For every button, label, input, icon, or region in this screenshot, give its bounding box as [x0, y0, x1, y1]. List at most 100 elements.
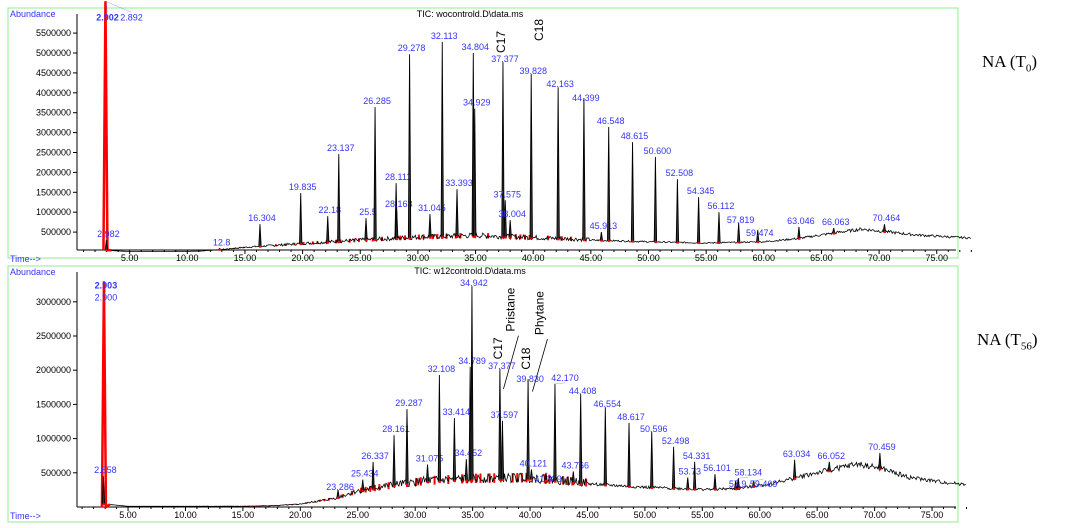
peak-integration-mark [438, 480, 441, 483]
peak-label: 59.474 [746, 228, 774, 238]
x-tick-label: 20.00 [289, 510, 312, 520]
x-tick-label: 70.00 [868, 253, 891, 263]
peak [832, 228, 836, 234]
integration-mark [318, 499, 321, 502]
peak-label: 70.464 [873, 213, 901, 223]
integration-mark [516, 473, 519, 483]
x-tick-label: 55.00 [691, 510, 714, 520]
x-tick-label: 30.00 [404, 510, 427, 520]
peak [373, 107, 377, 241]
side-label-sub: 0 [1025, 62, 1032, 75]
peak-label: 37.575 [493, 189, 521, 199]
x-tick-label: 30.00 [407, 253, 430, 263]
x-tick-label: 70.00 [863, 510, 886, 520]
peak [878, 452, 882, 470]
integration-mark [357, 238, 360, 243]
peak-integration-mark [337, 241, 341, 244]
x-tick-label: 65.00 [810, 253, 833, 263]
solvent-peak [100, 281, 111, 510]
peak-label: 34.804 [462, 42, 490, 52]
peak-integration-mark [372, 488, 375, 491]
x-tick-label: 35.00 [464, 253, 487, 263]
peak-integration-mark [572, 482, 575, 485]
peak-integration-mark [579, 482, 583, 485]
y-tick-label: 3000000 [36, 128, 71, 138]
integration-mark [479, 473, 482, 483]
peak-label: 53.73 [678, 467, 701, 477]
peak [529, 469, 534, 480]
peak [686, 477, 690, 490]
peak-label: 29.287 [395, 398, 423, 408]
integration-mark [350, 490, 353, 496]
peak [464, 459, 468, 481]
peak-label: 37.597 [491, 410, 519, 420]
peak-integration-mark [544, 479, 548, 482]
peak-label: 54.331 [683, 451, 711, 461]
peak-integration-mark [530, 478, 533, 481]
integration-mark [399, 235, 402, 241]
peak-label: 52.508 [666, 168, 694, 178]
side-label-t0: NA (T0) [982, 52, 1037, 74]
peak [455, 189, 459, 238]
peak-label-leader [753, 478, 764, 482]
peak [696, 197, 701, 244]
peak-integration-mark [628, 485, 631, 488]
peak-integration-mark [693, 488, 697, 491]
peak [733, 480, 738, 490]
solvent-peak-label: 2.903 [95, 280, 118, 290]
peak-integration-mark [553, 480, 557, 483]
peak [675, 179, 680, 243]
integration-mark [360, 487, 363, 494]
peak-label: 48.615 [621, 131, 649, 141]
x-tick-label: 5.00 [121, 253, 139, 263]
y-tick-label: 2500000 [36, 148, 71, 158]
peak-label: 43.766 [562, 460, 590, 470]
peak-integration-mark [828, 470, 831, 473]
peak-label: 22.18 [318, 205, 341, 215]
peak [361, 479, 365, 492]
annotation-pristane: Pristane [503, 287, 517, 331]
peak [104, 240, 109, 251]
peak [756, 230, 760, 243]
peak-integration-mark [501, 236, 505, 239]
peak [440, 41, 444, 238]
peak-label: 23.286 [326, 482, 354, 492]
peak-label: 26.337 [361, 451, 389, 461]
annotation-c18: C18 [519, 347, 533, 369]
peak [556, 87, 560, 240]
peak-label: 45.913 [590, 221, 618, 231]
integration-mark [474, 473, 477, 483]
peak [336, 489, 340, 498]
peak-label: 29.278 [398, 43, 426, 53]
peak-label: 33.414 [443, 407, 471, 417]
integration-mark [514, 234, 517, 240]
x-tick-label: 75.00 [925, 253, 948, 263]
peak [571, 471, 575, 484]
integration-mark [487, 233, 490, 239]
annotation-leader [532, 338, 548, 392]
y-tick-label: 2500000 [36, 331, 71, 341]
peak-integration-mark [752, 485, 756, 488]
peak [437, 374, 442, 482]
y-axis-label: Abundance [10, 9, 56, 19]
peak [326, 216, 330, 243]
peak-integration-mark [607, 239, 611, 242]
peak-integration-mark [717, 241, 721, 244]
peak [337, 154, 341, 243]
tic-trace [108, 461, 966, 507]
annotation-c17: C17 [494, 31, 508, 53]
peak-label: 12.8 [213, 237, 231, 247]
peak [101, 476, 106, 505]
x-tick-label: 10.00 [174, 510, 197, 520]
integration-mark [339, 239, 342, 244]
peak [498, 368, 502, 481]
peak-label: 23.137 [327, 143, 355, 153]
peak-label: 31.045 [418, 203, 446, 213]
peak [882, 224, 887, 233]
peak-label: 34.929 [463, 98, 491, 108]
peak [553, 383, 557, 482]
x-tick-label: 50.00 [637, 253, 660, 263]
peak-label-leader [105, 1, 108, 13]
x-axis-label: Time--> [10, 254, 41, 264]
peak-integration-mark [504, 236, 507, 239]
